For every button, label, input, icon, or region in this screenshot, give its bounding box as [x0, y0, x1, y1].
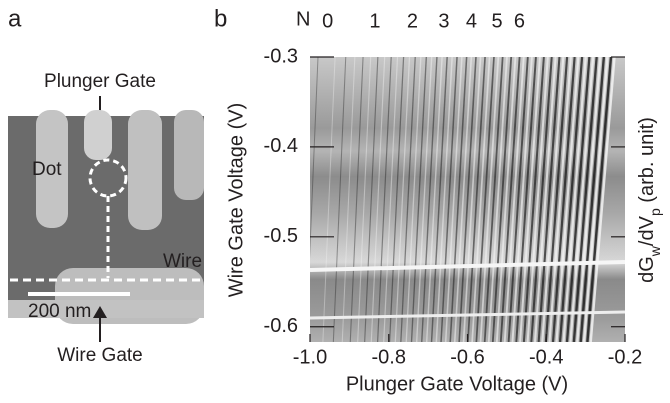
texture-line — [487, 57, 508, 342]
texture-line — [400, 57, 416, 342]
texture-line — [495, 57, 517, 342]
n-value: 2 — [407, 10, 418, 32]
panel-label: b — [214, 5, 227, 32]
texture-line — [430, 57, 448, 342]
dot-label: Dot — [32, 159, 62, 180]
texture-line — [507, 57, 529, 342]
texture-line — [370, 57, 386, 342]
texture-line — [530, 57, 553, 342]
y-tick-label: -0.4 — [264, 135, 298, 157]
texture-line — [435, 57, 453, 342]
texture-line — [586, 57, 613, 342]
texture-line — [440, 57, 458, 342]
colorbar-label: dGw/dVp (arb. unit) — [636, 117, 662, 283]
texture-line — [364, 57, 379, 342]
n-value: 1 — [369, 10, 380, 32]
texture-line — [479, 57, 500, 342]
n-value: 6 — [514, 10, 525, 32]
subscript: p — [647, 208, 663, 216]
texture-line — [483, 57, 504, 342]
n-value: 5 — [491, 10, 502, 32]
texture-line — [499, 57, 521, 342]
texture-line — [453, 57, 473, 342]
texture-band — [310, 260, 625, 272]
texture-band — [310, 310, 625, 320]
y-tick-label: -0.3 — [264, 45, 298, 67]
sem-image — [8, 110, 204, 324]
texture-line — [503, 57, 525, 342]
texture-line — [558, 57, 584, 342]
y-tick-label: -0.6 — [264, 315, 298, 337]
label-part: dG — [636, 256, 658, 283]
texture-line — [471, 57, 491, 342]
texture-line — [310, 57, 319, 259]
texture-line — [515, 57, 537, 342]
wire-gate-label: Wire Gate — [57, 345, 143, 366]
n-value: 4 — [466, 10, 477, 32]
y-axis-label: Wire Gate Voltage (V) — [225, 103, 247, 298]
texture-line — [537, 57, 561, 342]
texture-line — [405, 57, 422, 342]
label-part: /dV — [636, 215, 658, 246]
texture-line — [519, 57, 541, 342]
texture-line — [388, 57, 405, 342]
conductance-map — [310, 57, 625, 342]
texture-line — [526, 57, 549, 342]
n-value: 0 — [322, 10, 333, 32]
plunger-gate-label: Plunger Gate — [44, 71, 156, 92]
texture-line — [491, 57, 513, 342]
texture-line — [544, 57, 569, 342]
wire-label: Wire — [163, 251, 202, 272]
subscript: w — [647, 245, 663, 257]
texture-line — [449, 57, 468, 342]
scale-bar-label: 200 nm — [28, 301, 91, 322]
texture-line — [565, 57, 591, 342]
texture-line — [576, 57, 602, 342]
texture-line — [357, 57, 372, 342]
texture-line — [572, 57, 598, 342]
texture-line — [394, 57, 411, 342]
texture-line — [555, 57, 580, 342]
texture-line — [475, 57, 495, 342]
texture-line — [415, 57, 433, 342]
texture-line — [579, 57, 606, 342]
texture-line — [551, 57, 576, 342]
x-tick-label: -0.2 — [608, 346, 642, 368]
n-label: N — [296, 8, 310, 30]
axes: -1.0 -0.8 -0.6 -0.4 -0.2 -0.6 -0.5 -0.4 -0.3 N 0 1 2… — [264, 8, 643, 368]
arrow-head — [93, 306, 107, 318]
texture-line — [322, 57, 336, 342]
texture-line — [383, 57, 399, 342]
label-part: (arb. unit) — [636, 117, 658, 208]
texture-line — [589, 57, 616, 342]
texture-line — [462, 57, 482, 342]
x-tick-label: -0.6 — [450, 346, 484, 368]
texture-line — [467, 57, 486, 342]
panel-label: a — [8, 5, 22, 32]
texture-line — [569, 57, 595, 342]
texture-line — [410, 57, 427, 342]
x-tick-label: -1.0 — [293, 346, 327, 368]
n-value: 3 — [438, 10, 449, 32]
x-axis-label: Plunger Gate Voltage (V) — [346, 373, 568, 395]
texture-line — [541, 57, 565, 342]
texture-line — [562, 57, 587, 342]
texture-line — [582, 57, 609, 342]
texture-line — [458, 57, 477, 342]
x-tick-label: -0.4 — [529, 346, 563, 368]
texture-line — [421, 57, 438, 342]
texture-line — [444, 57, 463, 342]
texture-line — [332, 57, 347, 342]
texture-line — [341, 57, 356, 342]
texture-line — [377, 57, 392, 342]
texture-line — [548, 57, 572, 342]
y-tick-label: -0.5 — [264, 225, 298, 247]
texture-line — [425, 57, 443, 342]
texture-line — [511, 57, 533, 342]
texture-line — [533, 57, 557, 342]
x-tick-label: -0.8 — [372, 346, 406, 368]
texture-line — [522, 57, 545, 342]
texture-line — [349, 57, 364, 342]
